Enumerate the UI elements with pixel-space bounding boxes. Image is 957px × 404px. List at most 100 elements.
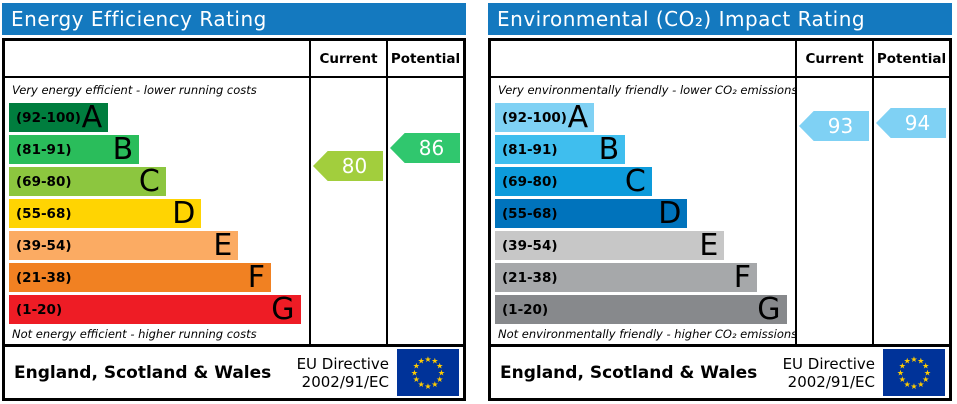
band-letter: F bbox=[247, 260, 265, 295]
svg-text:★: ★ bbox=[411, 368, 418, 377]
environmental-potential-arrow: 94 bbox=[876, 108, 946, 138]
band-range-label: (21-38) bbox=[16, 269, 72, 286]
svg-text:★: ★ bbox=[917, 380, 924, 389]
eu-directive-line1: EU Directive bbox=[296, 354, 389, 373]
svg-text:★: ★ bbox=[899, 375, 906, 384]
band-letter: D bbox=[658, 196, 682, 231]
energy-top-caption: Very energy efficient - lower running co… bbox=[12, 83, 257, 97]
svg-text:★: ★ bbox=[431, 380, 438, 389]
panel-environmental-impact: Environmental (CO₂) Impact Rating Curren… bbox=[488, 3, 952, 404]
band-letter: F bbox=[733, 260, 751, 295]
environmental-corner-cell bbox=[491, 41, 795, 78]
svg-text:★: ★ bbox=[438, 368, 445, 377]
environmental-band-b: (81-91) B bbox=[495, 132, 626, 167]
svg-text:★: ★ bbox=[922, 362, 929, 371]
svg-text:★: ★ bbox=[436, 375, 443, 384]
environmental-band-c: (69-80) C bbox=[495, 167, 652, 197]
region-label: England, Scotland & Wales bbox=[14, 362, 272, 383]
energy-band-f: (21-38) F bbox=[9, 260, 271, 295]
energy-band-b: (81-91) B bbox=[9, 132, 140, 167]
svg-text:★: ★ bbox=[413, 375, 420, 384]
svg-text:★: ★ bbox=[418, 380, 425, 389]
svg-text:★: ★ bbox=[431, 357, 438, 366]
environmental-column-header-current: Current bbox=[795, 41, 872, 78]
band-range-label: (55-68) bbox=[16, 205, 72, 222]
band-range-label: (92-100) bbox=[502, 109, 567, 126]
energy-bottom-caption: Not energy efficient - higher running co… bbox=[12, 327, 257, 341]
environmental-bands-area: Very environmentally friendly - lower CO… bbox=[491, 78, 795, 344]
environmental-band-g: (1-20) G bbox=[495, 292, 787, 327]
environmental-current-value: 93 bbox=[827, 114, 854, 138]
band-letter: A bbox=[567, 100, 589, 135]
environmental-top-caption: Very environmentally friendly - lower CO… bbox=[498, 83, 795, 97]
band-range-label: (69-80) bbox=[502, 173, 558, 190]
energy-bands-area: Very energy efficient - lower running co… bbox=[5, 78, 309, 344]
svg-text:★: ★ bbox=[413, 362, 420, 371]
band-range-label: (1-20) bbox=[502, 301, 549, 318]
region-label: England, Scotland & Wales bbox=[500, 362, 758, 383]
band-letter: E bbox=[699, 228, 719, 263]
eu-flag-stars: ★ ★★ ★★★ ★★★ ★★★ bbox=[897, 355, 931, 391]
energy-current-value: 80 bbox=[341, 154, 368, 178]
eu-directive-line1: EU Directive bbox=[782, 354, 875, 373]
band-range-label: (81-91) bbox=[502, 141, 558, 158]
energy-title: Energy Efficiency Rating bbox=[11, 7, 267, 31]
energy-potential-column: 86 bbox=[386, 78, 463, 344]
eu-flag-icon: ★ ★★ ★★★ ★★★ ★★★ bbox=[397, 349, 459, 396]
band-letter: G bbox=[757, 292, 781, 327]
band-range-label: (92-100) bbox=[16, 109, 81, 126]
energy-potential-value: 86 bbox=[418, 136, 445, 160]
band-range-label: (55-68) bbox=[502, 205, 558, 222]
environmental-current-column: 93 bbox=[795, 78, 872, 344]
environmental-current-arrow: 93 bbox=[799, 111, 869, 141]
energy-title-bar: Energy Efficiency Rating bbox=[2, 3, 466, 35]
energy-corner-cell bbox=[5, 41, 309, 78]
svg-text:★: ★ bbox=[904, 380, 911, 389]
environmental-potential-column: 94 bbox=[872, 78, 949, 344]
svg-text:★: ★ bbox=[424, 355, 431, 364]
energy-band-a: (92-100) A bbox=[9, 100, 109, 135]
eu-directive-line2: 2002/91/EC bbox=[787, 372, 875, 391]
svg-text:★: ★ bbox=[424, 382, 431, 391]
band-range-label: (39-54) bbox=[16, 237, 72, 254]
eu-flag-stars: ★ ★★ ★★★ ★★★ ★★★ bbox=[411, 355, 445, 391]
svg-text:★: ★ bbox=[897, 368, 904, 377]
svg-text:★: ★ bbox=[922, 375, 929, 384]
energy-chart: Current Potential Very energy efficient … bbox=[2, 38, 466, 347]
environmental-band-e: (39-54) E bbox=[495, 228, 725, 263]
band-letter: C bbox=[138, 164, 160, 199]
svg-text:★: ★ bbox=[924, 368, 931, 377]
energy-current-arrow: 80 bbox=[313, 151, 383, 181]
band-letter: G bbox=[271, 292, 295, 327]
eu-flag-icon: ★ ★★ ★★★ ★★★ ★★★ bbox=[883, 349, 945, 396]
environmental-footer: England, Scotland & Wales EU Directive 2… bbox=[488, 344, 952, 401]
band-letter: E bbox=[213, 228, 233, 263]
environmental-potential-value: 94 bbox=[904, 111, 931, 135]
environmental-title: Environmental (CO₂) Impact Rating bbox=[497, 7, 866, 31]
environmental-title-bar: Environmental (CO₂) Impact Rating bbox=[488, 3, 952, 35]
energy-potential-arrow: 86 bbox=[390, 133, 460, 163]
svg-text:★: ★ bbox=[910, 382, 917, 391]
svg-text:★: ★ bbox=[418, 357, 425, 366]
band-letter: A bbox=[81, 100, 103, 135]
band-range-label: (21-38) bbox=[502, 269, 558, 286]
energy-band-e: (39-54) E bbox=[9, 228, 239, 263]
energy-band-g: (1-20) G bbox=[9, 292, 301, 327]
svg-text:★: ★ bbox=[917, 357, 924, 366]
band-letter: D bbox=[172, 196, 196, 231]
band-range-label: (39-54) bbox=[502, 237, 558, 254]
energy-current-column: 80 bbox=[309, 78, 386, 344]
band-range-label: (81-91) bbox=[16, 141, 72, 158]
band-letter: B bbox=[598, 132, 620, 167]
eu-directive-text: EU Directive 2002/91/EC bbox=[297, 355, 389, 391]
environmental-band-d: (55-68) D bbox=[495, 196, 688, 231]
eu-directive-text: EU Directive 2002/91/EC bbox=[783, 355, 875, 391]
environmental-column-header-potential: Potential bbox=[872, 41, 949, 78]
energy-footer: England, Scotland & Wales EU Directive 2… bbox=[2, 344, 466, 401]
band-letter: B bbox=[112, 132, 134, 167]
environmental-chart: Current Potential Very environmentally f… bbox=[488, 38, 952, 347]
svg-text:★: ★ bbox=[436, 362, 443, 371]
energy-band-c: (69-80) C bbox=[9, 164, 166, 199]
svg-text:★: ★ bbox=[899, 362, 906, 371]
